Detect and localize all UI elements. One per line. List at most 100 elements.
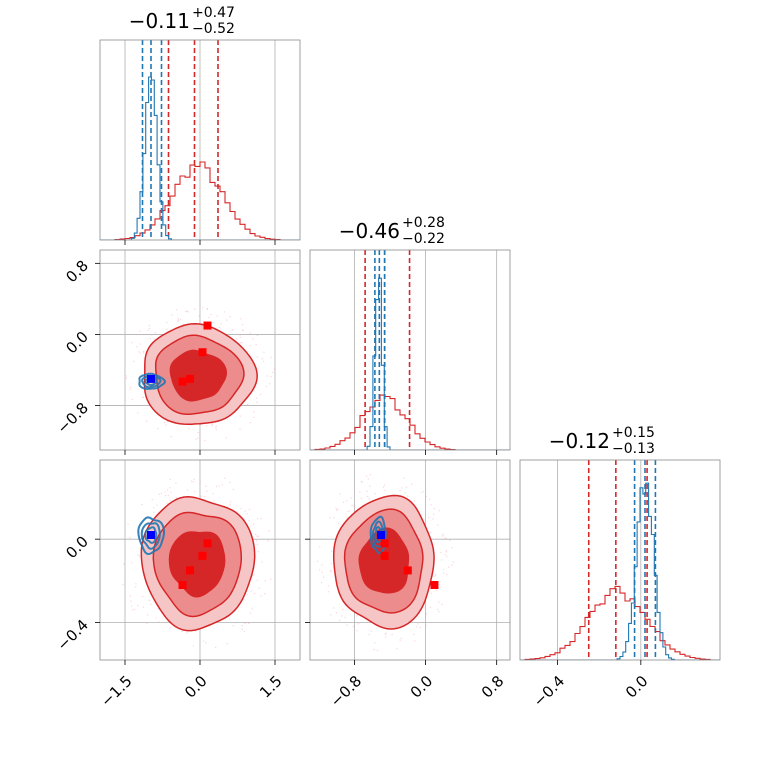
sample-point xyxy=(137,554,139,556)
sample-point xyxy=(369,485,371,487)
sample-point xyxy=(246,513,248,515)
sample-point xyxy=(369,474,372,476)
x-tick-label: 0.0 xyxy=(407,672,437,702)
sample-point xyxy=(164,491,166,493)
sample-point xyxy=(385,636,387,638)
panel-frame xyxy=(519,459,721,661)
sample-point xyxy=(131,341,133,344)
sample-point xyxy=(433,513,435,516)
sample-point xyxy=(186,632,188,634)
sample-point xyxy=(241,624,243,627)
sample-point xyxy=(179,318,182,321)
sample-point xyxy=(241,342,243,344)
sample-point xyxy=(347,510,349,513)
sample-point xyxy=(125,375,128,377)
sample-point xyxy=(169,487,171,489)
sample-point xyxy=(127,523,129,526)
sample-point xyxy=(215,429,218,431)
sample-point xyxy=(361,481,363,484)
sample-point xyxy=(147,329,150,332)
sample-point xyxy=(253,573,255,576)
sample-point xyxy=(200,495,202,497)
title-plus: +0.47 xyxy=(192,5,235,21)
red-marker xyxy=(198,551,207,560)
sample-point xyxy=(149,337,151,340)
sample-point xyxy=(410,483,413,486)
sample-point xyxy=(383,489,386,491)
sample-point xyxy=(340,615,343,617)
sample-point xyxy=(366,495,368,498)
sample-point xyxy=(259,393,262,396)
sample-point xyxy=(135,583,137,585)
sample-point xyxy=(249,344,251,347)
sample-point xyxy=(420,491,422,494)
sample-point xyxy=(256,518,259,520)
sample-point xyxy=(440,586,443,588)
sample-point xyxy=(239,428,241,430)
sample-point xyxy=(333,607,335,609)
sample-point xyxy=(261,561,263,563)
sample-point xyxy=(225,319,228,321)
sample-point xyxy=(221,484,224,486)
sample-point xyxy=(206,307,208,310)
sample-point xyxy=(228,618,231,620)
panel-p2-p2: −0.4 0.0 −0.12 +0.15−0.13 xyxy=(519,425,721,711)
sample-point xyxy=(129,536,131,539)
title-plus: +0.15 xyxy=(612,425,655,441)
blue-contour xyxy=(138,372,166,390)
sample-point xyxy=(131,609,134,611)
sample-point xyxy=(184,310,187,313)
sample-point xyxy=(249,612,252,615)
red-marker xyxy=(198,348,207,357)
sample-point xyxy=(232,624,234,627)
sample-point xyxy=(373,642,376,644)
sample-point xyxy=(253,411,255,413)
sample-point xyxy=(434,573,437,576)
sample-point xyxy=(204,498,206,500)
sample-point xyxy=(331,550,333,553)
sample-point xyxy=(141,384,143,386)
sample-point xyxy=(270,356,272,359)
sample-point xyxy=(199,480,201,483)
sample-point xyxy=(352,625,354,628)
sample-point xyxy=(232,328,234,331)
sample-point xyxy=(224,477,226,479)
sample-point xyxy=(425,495,428,498)
sample-point xyxy=(166,420,169,423)
sample-point xyxy=(373,648,375,651)
sample-point xyxy=(262,360,265,362)
sample-point xyxy=(239,336,241,338)
sample-point xyxy=(129,389,131,391)
sample-point xyxy=(449,539,451,542)
sample-point xyxy=(445,550,448,552)
sample-point xyxy=(177,319,180,321)
sample-point xyxy=(206,490,208,492)
x-tick-label: 0.0 xyxy=(181,672,211,702)
sample-point xyxy=(270,578,272,580)
sample-point xyxy=(139,330,141,332)
sample-point xyxy=(148,324,151,327)
sample-point xyxy=(201,307,204,309)
sample-point xyxy=(211,423,214,425)
sample-point xyxy=(400,637,403,639)
red-marker xyxy=(430,581,439,589)
sample-point xyxy=(443,572,445,575)
sample-point xyxy=(157,428,159,430)
blue-contour xyxy=(137,516,165,556)
sample-point xyxy=(248,520,250,522)
sample-point xyxy=(355,615,358,617)
sample-point xyxy=(433,507,436,510)
contour-1sigma xyxy=(169,349,228,402)
sample-point xyxy=(329,517,331,519)
sample-point xyxy=(138,555,141,557)
sample-point xyxy=(229,316,231,318)
sample-point xyxy=(256,535,258,537)
sample-point xyxy=(146,614,149,616)
red-marker xyxy=(203,539,212,548)
sample-point xyxy=(345,500,348,502)
sample-point xyxy=(153,507,155,509)
sample-point xyxy=(403,477,405,479)
sample-point xyxy=(139,343,142,345)
sample-point xyxy=(256,334,259,337)
x-tick-label: 1.5 xyxy=(256,672,286,702)
